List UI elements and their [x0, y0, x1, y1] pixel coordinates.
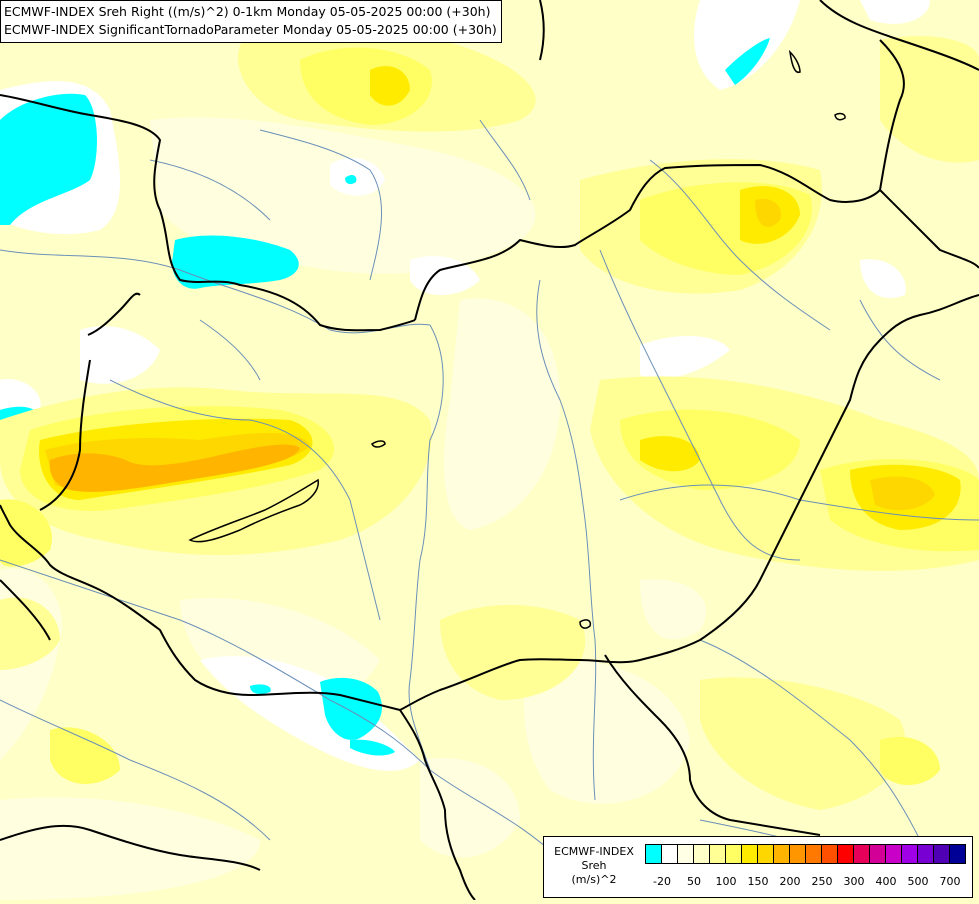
legend-tick-label: 700 — [939, 875, 961, 888]
legend-tick-label: -20 — [653, 875, 671, 888]
legend-swatch — [805, 844, 822, 864]
title-line-1: ECMWF-INDEX Sreh Right ((m/s)^2) 0-1km M… — [4, 4, 491, 19]
legend-tick-label: 150 — [747, 875, 769, 888]
legend-swatch — [821, 844, 838, 864]
legend-swatch — [789, 844, 806, 864]
lake-small-1 — [371, 440, 386, 448]
legend-tick-label: 200 — [779, 875, 801, 888]
legend-swatch — [725, 844, 742, 864]
legend-swatch — [917, 844, 934, 864]
legend-swatch — [645, 844, 662, 864]
legend-tick-label: 250 — [811, 875, 833, 888]
legend-title-line-1: ECMWF-INDEX — [554, 845, 634, 858]
field-orange — [49, 444, 300, 492]
legend-title-line-3: (m/s)^2 — [571, 873, 617, 886]
lake-balaton — [188, 478, 319, 543]
legend-swatch — [741, 844, 758, 864]
legend-tick-label: 50 — [687, 875, 701, 888]
legend-swatch — [709, 844, 726, 864]
legend-swatch — [949, 844, 966, 864]
title-line-2: ECMWF-INDEX SignificantTornadoParameter … — [4, 22, 497, 37]
legend-swatch — [837, 844, 854, 864]
legend-swatch — [661, 844, 678, 864]
legend-swatch — [933, 844, 950, 864]
legend-tick-label: 100 — [715, 875, 737, 888]
legend-swatch — [693, 844, 710, 864]
legend-swatch — [853, 844, 870, 864]
lakes — [188, 49, 846, 629]
legend-swatch — [773, 844, 790, 864]
legend-swatch — [901, 844, 918, 864]
legend-tick-label: 500 — [907, 875, 929, 888]
lake-small-2 — [788, 49, 801, 74]
rivers — [0, 119, 979, 861]
legend-tick-label: 400 — [875, 875, 897, 888]
color-legend: ECMWF-INDEX Sreh (m/s)^2 -20 50 100 150 200 2… — [543, 836, 973, 898]
field-very-light — [0, 117, 707, 900]
legend-swatch — [677, 844, 694, 864]
legend-swatch — [885, 844, 902, 864]
legend-swatch — [757, 844, 774, 864]
lake-small-3 — [834, 112, 846, 121]
legend-tick-label: 300 — [843, 875, 865, 888]
lake-small-4 — [579, 619, 592, 629]
map-title-box: ECMWF-INDEX Sreh Right ((m/s)^2) 0-1km M… — [0, 0, 502, 43]
legend-title-line-2: Sreh — [581, 859, 607, 872]
legend-swatch — [869, 844, 886, 864]
legend-title: ECMWF-INDEX Sreh (m/s)^2 — [544, 845, 644, 887]
legend-scale — [645, 844, 966, 866]
